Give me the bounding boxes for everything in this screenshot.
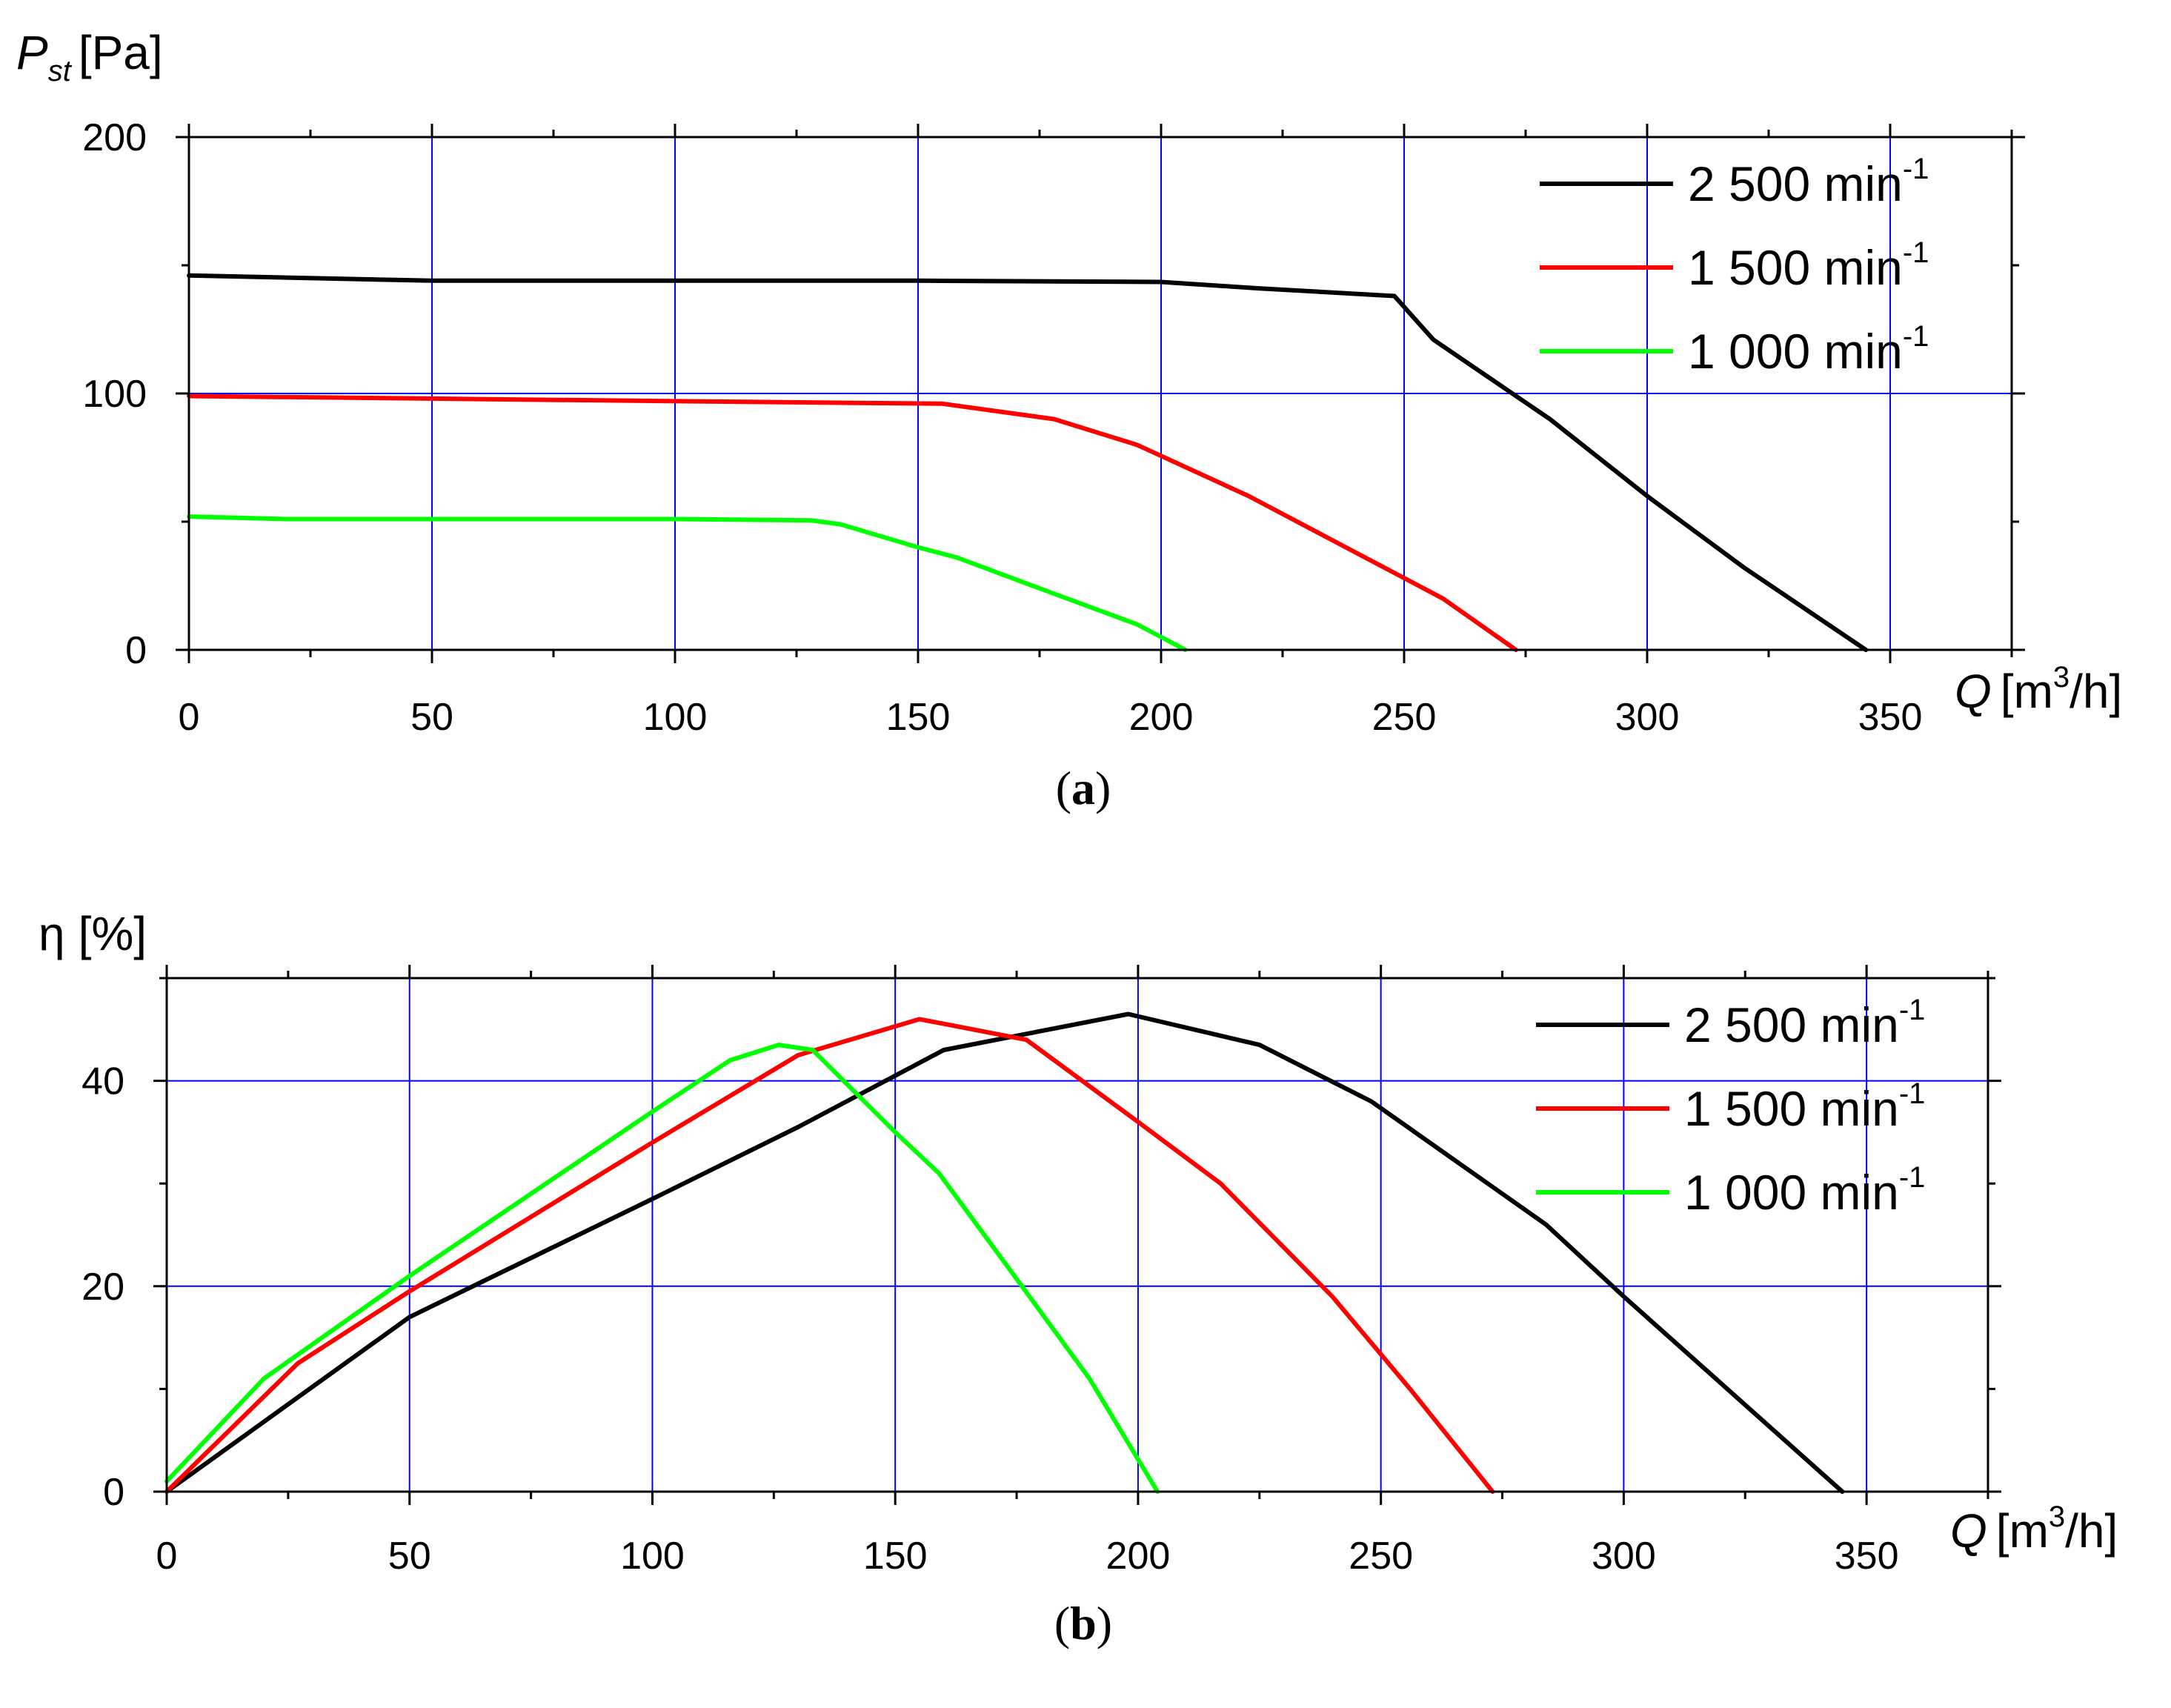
x-tick-label: 0: [179, 696, 200, 739]
y-axis-title: Pst [Pa]: [16, 26, 163, 87]
x-axis-unit-post: /h]: [2065, 1504, 2118, 1558]
panel-label: (a): [1056, 762, 1111, 814]
panel-label-open: (: [1056, 762, 1071, 814]
x-tick-label: 0: [156, 1535, 178, 1578]
x-tick-label: 200: [1106, 1535, 1171, 1578]
y-axis-unit: [%]: [79, 907, 147, 960]
series-line-1: [164, 1011, 1845, 1494]
y-axis-subscript: st: [48, 55, 73, 87]
legend-label-sup: -1: [1903, 320, 1929, 353]
x-axis-title: Q [m3/h]: [1950, 1501, 2118, 1558]
x-axis-unit-sup: 3: [2049, 1501, 2065, 1533]
x-axis-unit-post: /h]: [2069, 665, 2122, 718]
y-axis-symbol: η: [39, 907, 65, 960]
x-axis-title: Q [m3/h]: [1955, 661, 2122, 718]
x-axis-symbol: Q: [1955, 665, 1992, 718]
series-line-1: [187, 273, 1869, 652]
legend-label-1: 2 500 min-1: [1688, 153, 1929, 211]
y-tick-label: 100: [82, 373, 147, 416]
y-tick-label: 40: [82, 1060, 124, 1103]
y-tick-label: 20: [82, 1266, 124, 1309]
x-tick-label: 300: [1592, 1535, 1656, 1578]
series-line-2: [187, 393, 1518, 652]
legend-label-3: 1 000 min-1: [1688, 320, 1929, 379]
y-tick-label: 0: [125, 629, 147, 672]
series-line-3: [164, 1043, 1160, 1494]
x-tick-label: 100: [643, 696, 708, 739]
x-tick-label: 100: [620, 1535, 685, 1578]
chart-panel-b: 2 500 min-1 1 500 min-1 1 000 min-1 0 50 100 1…: [39, 907, 2118, 1649]
legend-label-2: 1 500 min-1: [1688, 236, 1929, 295]
y-axis-symbol: P: [16, 26, 48, 79]
x-tick-label: 50: [410, 696, 453, 739]
legend-label-2: 1 500 min-1: [1684, 1077, 1925, 1136]
x-tick-label: 150: [863, 1535, 928, 1578]
legend-label-sup: -1: [1899, 1077, 1926, 1110]
x-tick-label: 250: [1372, 696, 1437, 739]
panel-label: (b): [1054, 1597, 1112, 1649]
x-tick-label: 300: [1615, 696, 1680, 739]
legend-label-sup: -1: [1903, 153, 1929, 185]
legend-label-sup: -1: [1899, 994, 1926, 1026]
y-tick-label: 0: [103, 1471, 124, 1514]
legend-label-3: 1 000 min-1: [1684, 1161, 1925, 1220]
legend-label-1: 2 500 min-1: [1684, 994, 1925, 1052]
panel-label-open: (: [1054, 1597, 1070, 1649]
series-line-3: [187, 514, 1188, 652]
x-axis-unit: [m: [2001, 665, 2053, 718]
x-tick-label: 350: [1835, 1535, 1899, 1578]
x-tick-label: 350: [1858, 696, 1923, 739]
x-tick-label: 250: [1349, 1535, 1413, 1578]
x-tick-label: 50: [388, 1535, 431, 1578]
y-axis-title: η [%]: [39, 907, 147, 960]
x-axis-unit: [m: [1996, 1504, 2049, 1558]
plot-frame: [165, 977, 1989, 1493]
y-tick-label: 200: [82, 116, 147, 159]
x-tick-label: 150: [886, 696, 951, 739]
x-axis-symbol: Q: [1950, 1504, 1987, 1558]
panel-label-letter: b: [1070, 1597, 1097, 1649]
legend-label-sup: -1: [1903, 236, 1929, 269]
legend-label-sup: -1: [1899, 1161, 1926, 1194]
panel-label-close: ): [1095, 762, 1111, 814]
series-line-2: [164, 1017, 1495, 1494]
panel-label-letter: a: [1071, 762, 1095, 814]
y-axis-unit: [Pa]: [79, 26, 163, 79]
chart-panel-a: 2 500 min-1 1 500 min-1 1 000 min-1 0 50 100 1…: [16, 26, 2122, 814]
panel-label-close: ): [1097, 1597, 1112, 1649]
x-axis-unit-sup: 3: [2053, 661, 2069, 694]
x-tick-label: 200: [1129, 696, 1194, 739]
